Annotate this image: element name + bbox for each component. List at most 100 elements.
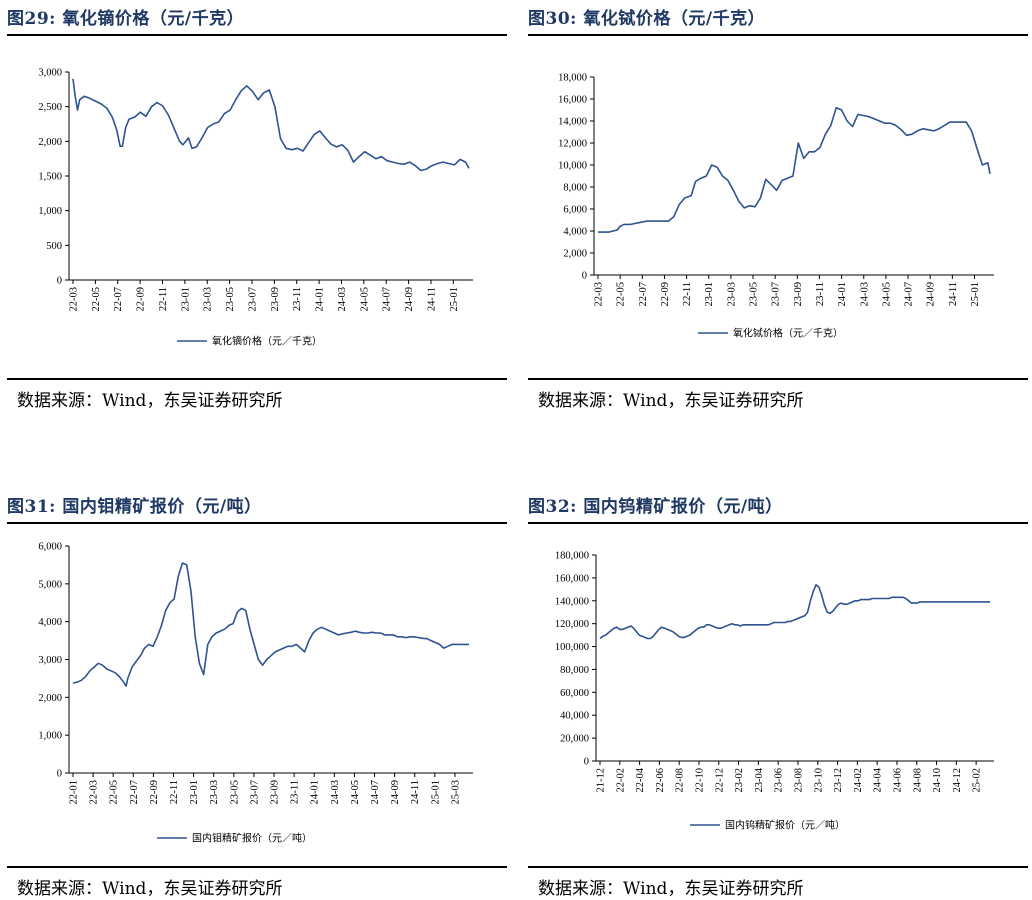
x-tick-label: 23-07 — [247, 287, 258, 312]
y-tick-label: 4,000 — [38, 617, 62, 628]
y-tick-label: 160,000 — [555, 573, 589, 584]
figure-number: 图32: — [528, 497, 577, 517]
x-tick-label: 24-06 — [892, 768, 903, 793]
y-tick-label: 1,500 — [38, 172, 62, 183]
x-tick-label: 22-05 — [616, 282, 627, 307]
x-tick-label: 22-06 — [655, 768, 666, 793]
x-tick-label: 24-03 — [337, 287, 348, 312]
x-tick-label: 23-03 — [203, 287, 214, 312]
x-tick-label: 24-03 — [859, 282, 870, 307]
top-rule — [528, 522, 1028, 524]
line-chart: 0 20,000 40,000 60,000 80,000 100,000 120,000 1… — [555, 551, 994, 832]
y-tick-label: 4,000 — [563, 227, 587, 238]
top-rule — [528, 34, 1028, 36]
line-chart: 0 500 1,000 1,500 2,000 2,500 3,000 22-03 22-05 2… — [38, 68, 473, 348]
series-line — [72, 78, 470, 172]
figure-title-text: 国内钨精矿报价（元/吨） — [583, 497, 783, 517]
x-tick-label: 22-05 — [109, 780, 120, 805]
x-tick-label: 24-03 — [330, 780, 341, 805]
x-tick-label: 25-01 — [449, 287, 460, 312]
line-chart: 0 2,000 4,000 6,000 8,000 10,000 12,000 14,000 1… — [558, 73, 994, 340]
x-tick-label: 23-01 — [704, 282, 715, 307]
y-tick-label: 2,500 — [38, 102, 62, 113]
x-tick-label: 23-03 — [209, 780, 220, 805]
x-tick-label: 22-09 — [149, 780, 160, 805]
figure-number: 图29: — [7, 9, 56, 29]
top-rule — [7, 34, 507, 36]
x-tick-label: 24-05 — [350, 780, 361, 805]
x-tick-label: 24-09 — [390, 780, 401, 805]
x-tick-label: 23-08 — [793, 768, 804, 793]
y-tick-label: 10,000 — [558, 161, 587, 172]
x-tick-label: 24-08 — [912, 768, 923, 793]
y-tick-label: 6,000 — [563, 205, 587, 216]
y-tick-label: 2,000 — [38, 693, 62, 704]
y-tick-label: 14,000 — [558, 117, 587, 128]
y-tick-label: 140,000 — [555, 596, 589, 607]
line-chart: 0 1,000 2,000 3,000 4,000 5,000 6,000 22-01 22-0… — [38, 542, 473, 845]
legend-label: 国内钼精矿报价（元／吨） — [192, 832, 312, 845]
x-tick-label: 22-11 — [682, 282, 693, 306]
x-tick-label: 24-01 — [310, 780, 321, 805]
x-tick-label: 23-07 — [249, 780, 260, 805]
y-tick-label: 5,000 — [38, 579, 62, 590]
x-tick-label: 23-03 — [726, 282, 737, 307]
bottom-rule — [528, 378, 1028, 380]
y-tick-label: 0 — [57, 769, 62, 780]
x-tick-label: 23-12 — [833, 768, 844, 793]
x-tick-label: 24-05 — [881, 282, 892, 307]
figure-title-text: 国内钼精矿报价（元/吨） — [62, 497, 262, 517]
x-tick-label: 24-04 — [873, 767, 884, 792]
x-tick-label: 24-01 — [315, 287, 326, 312]
x-tick-label: 25-01 — [430, 780, 441, 805]
x-tick-label: 24-12 — [952, 768, 963, 793]
x-tick-label: 22-07 — [113, 287, 124, 312]
y-tick-label: 8,000 — [563, 183, 587, 194]
x-tick-label: 24-09 — [926, 282, 937, 307]
x-tick-label: 23-09 — [270, 287, 281, 312]
x-tick-label: 23-05 — [225, 287, 236, 312]
x-tick-label: 23-06 — [774, 768, 785, 793]
x-tick-label: 24-11 — [948, 282, 959, 306]
data-source: 数据来源：Wind，东吴证券研究所 — [538, 879, 804, 899]
y-tick-label: 0 — [582, 271, 587, 282]
y-tick-label: 18,000 — [558, 73, 587, 84]
y-tick-label: 500 — [46, 241, 62, 252]
x-tick-label: 22-09 — [660, 282, 671, 307]
y-tick-label: 2,000 — [563, 249, 587, 260]
series-line — [598, 107, 991, 233]
x-tick-label: 23-02 — [734, 768, 745, 793]
x-tick-label: 22-10 — [694, 768, 705, 793]
x-tick-label: 21-12 — [596, 768, 607, 793]
figure-title: 图30: 氧化铽价格（元/千克） — [528, 4, 765, 29]
x-tick-label: 22-03 — [69, 287, 80, 312]
y-tick-label: 3,000 — [38, 655, 62, 666]
data-source: 数据来源：Wind，东吴证券研究所 — [538, 391, 804, 411]
x-tick-label: 22-11 — [158, 287, 169, 311]
x-tick-label: 24-07 — [904, 282, 915, 307]
x-tick-label: 23-04 — [754, 767, 765, 792]
x-tick-label: 22-05 — [91, 287, 102, 312]
x-tick-label: 22-09 — [136, 287, 147, 312]
x-tick-label: 24-09 — [404, 287, 415, 312]
y-tick-label: 12,000 — [558, 139, 587, 150]
x-tick-label: 24-05 — [359, 287, 370, 312]
y-tick-label: 100,000 — [555, 642, 589, 653]
y-tick-label: 20,000 — [560, 734, 589, 745]
x-tick-label: 23-10 — [813, 768, 824, 793]
x-tick-label: 24-11 — [410, 780, 421, 804]
x-tick-label: 22-07 — [638, 282, 649, 307]
bottom-rule — [7, 378, 507, 380]
x-tick-label: 22-03 — [89, 780, 100, 805]
x-tick-label: 23-11 — [290, 780, 301, 804]
data-source: 数据来源：Wind，东吴证券研究所 — [17, 391, 283, 411]
bottom-rule — [7, 866, 507, 868]
x-tick-label: 24-02 — [853, 768, 864, 793]
figure-title: 图31: 国内钼精矿报价（元/吨） — [7, 492, 262, 517]
x-tick-label: 23-05 — [229, 780, 240, 805]
y-tick-label: 180,000 — [555, 551, 589, 562]
x-tick-label: 22-04 — [635, 767, 646, 792]
x-tick-label: 23-11 — [815, 282, 826, 306]
y-tick-label: 1,000 — [38, 731, 62, 742]
x-tick-label: 22-03 — [594, 282, 605, 307]
